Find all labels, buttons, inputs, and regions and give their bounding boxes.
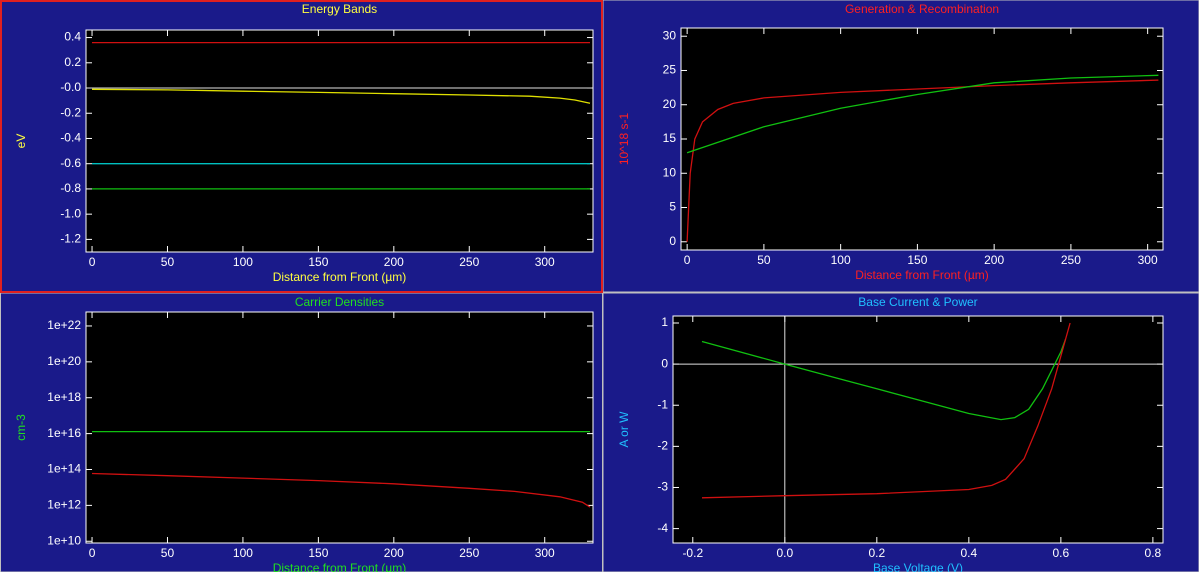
y-tick-label: 0 bbox=[661, 356, 668, 370]
x-tick-label: 0.2 bbox=[868, 546, 885, 560]
y-tick-label: 15 bbox=[663, 131, 677, 145]
y-tick-label: -3 bbox=[657, 480, 668, 494]
y-tick-label: -0.2 bbox=[60, 105, 81, 119]
x-tick-label: 250 bbox=[459, 546, 479, 560]
x-tick-label: 0 bbox=[89, 546, 96, 560]
x-axis-label: Distance from Front (µm) bbox=[273, 270, 407, 284]
plot-area bbox=[86, 30, 593, 252]
y-tick-label: 1e+14 bbox=[47, 462, 81, 476]
y-tick-label: -0.0 bbox=[60, 80, 81, 94]
x-tick-label: 100 bbox=[831, 253, 851, 267]
x-tick-label: 300 bbox=[535, 546, 555, 560]
chart-title: Carrier Densities bbox=[295, 295, 384, 309]
y-axis-label: 10^18 s-1 bbox=[617, 113, 631, 166]
y-tick-label: -0.8 bbox=[60, 181, 81, 195]
plot-area bbox=[681, 28, 1163, 250]
y-tick-label: 30 bbox=[663, 28, 677, 42]
y-tick-label: 0.4 bbox=[64, 30, 81, 44]
y-tick-label: -1 bbox=[657, 397, 668, 411]
y-tick-label: 20 bbox=[663, 97, 677, 111]
x-tick-label: 150 bbox=[907, 253, 927, 267]
x-tick-label: 0.0 bbox=[776, 546, 793, 560]
y-tick-label: 1e+10 bbox=[47, 533, 81, 547]
x-tick-label: 0 bbox=[684, 253, 691, 267]
plot-frame bbox=[680, 27, 1164, 251]
x-tick-label: 150 bbox=[308, 546, 328, 560]
y-tick-label: 1e+12 bbox=[47, 498, 81, 512]
x-tick-label: 50 bbox=[757, 253, 771, 267]
x-tick-label: 0 bbox=[89, 255, 96, 269]
chart-title: Energy Bands bbox=[302, 2, 377, 16]
x-tick-label: 0.8 bbox=[1145, 546, 1162, 560]
x-axis-label: Distance from Front (µm) bbox=[855, 268, 989, 282]
x-tick-label: 0.6 bbox=[1053, 546, 1070, 560]
chart-title: Base Current & Power bbox=[858, 295, 977, 309]
x-tick-label: 150 bbox=[308, 255, 328, 269]
y-axis-label: eV bbox=[14, 134, 28, 149]
y-tick-label: -0.6 bbox=[60, 156, 81, 170]
x-tick-label: 100 bbox=[233, 255, 253, 269]
y-tick-label: -1.2 bbox=[60, 232, 81, 246]
plot-frame bbox=[672, 315, 1164, 544]
plot: Base Current & Power Base Voltage (V) A or… bbox=[617, 295, 1164, 572]
x-tick-label: 300 bbox=[1138, 253, 1158, 267]
y-tick-label: 10 bbox=[663, 165, 677, 179]
y-tick-label: 1e+16 bbox=[47, 426, 81, 440]
x-tick-label: 200 bbox=[384, 546, 404, 560]
x-axis-label: Base Voltage (V) bbox=[873, 561, 963, 572]
data-line bbox=[701, 322, 1071, 499]
y-tick-label: 0.2 bbox=[64, 55, 81, 69]
y-tick-label: 25 bbox=[663, 63, 677, 77]
y-axis-label: A or W bbox=[617, 411, 631, 448]
x-tick-label: 250 bbox=[459, 255, 479, 269]
data-line bbox=[686, 74, 1159, 154]
x-tick-label: 200 bbox=[984, 253, 1004, 267]
x-tick-label: 100 bbox=[233, 546, 253, 560]
plot-area bbox=[86, 312, 593, 543]
plot: Generation & Recombination Distance from … bbox=[617, 2, 1164, 282]
y-tick-label: 1 bbox=[661, 315, 668, 329]
y-tick-label: -0.4 bbox=[60, 131, 81, 145]
y-tick-label: 1e+22 bbox=[47, 318, 81, 332]
y-tick-label: -4 bbox=[657, 521, 668, 535]
y-axis-label: cm-3 bbox=[14, 414, 28, 441]
data-line bbox=[91, 88, 591, 104]
data-line bbox=[701, 339, 1067, 421]
y-tick-label: 1e+18 bbox=[47, 390, 81, 404]
x-tick-label: 0.4 bbox=[960, 546, 977, 560]
x-tick-label: 50 bbox=[161, 546, 175, 560]
x-tick-label: 200 bbox=[384, 255, 404, 269]
data-line bbox=[686, 79, 1159, 242]
x-tick-label: 250 bbox=[1061, 253, 1081, 267]
x-tick-label: 300 bbox=[535, 255, 555, 269]
plot-area bbox=[673, 316, 1163, 543]
plot: Carrier Densities Distance from Front (µm… bbox=[14, 295, 594, 572]
plot: Energy Bands Distance from Front (µm) eV 0.… bbox=[14, 2, 594, 284]
y-tick-label: 5 bbox=[669, 200, 676, 214]
chart-title: Generation & Recombination bbox=[845, 2, 999, 16]
y-tick-label: 1e+20 bbox=[47, 354, 81, 368]
y-tick-label: 0 bbox=[669, 234, 676, 248]
y-tick-label: -1.0 bbox=[60, 206, 81, 220]
x-axis-label: Distance from Front (µm) bbox=[273, 561, 407, 572]
x-tick-label: -0.2 bbox=[682, 546, 703, 560]
plot-frame bbox=[85, 311, 594, 544]
data-line bbox=[91, 472, 591, 508]
y-tick-label: -2 bbox=[657, 439, 668, 453]
plot-frame bbox=[85, 29, 594, 253]
x-tick-label: 50 bbox=[161, 255, 175, 269]
